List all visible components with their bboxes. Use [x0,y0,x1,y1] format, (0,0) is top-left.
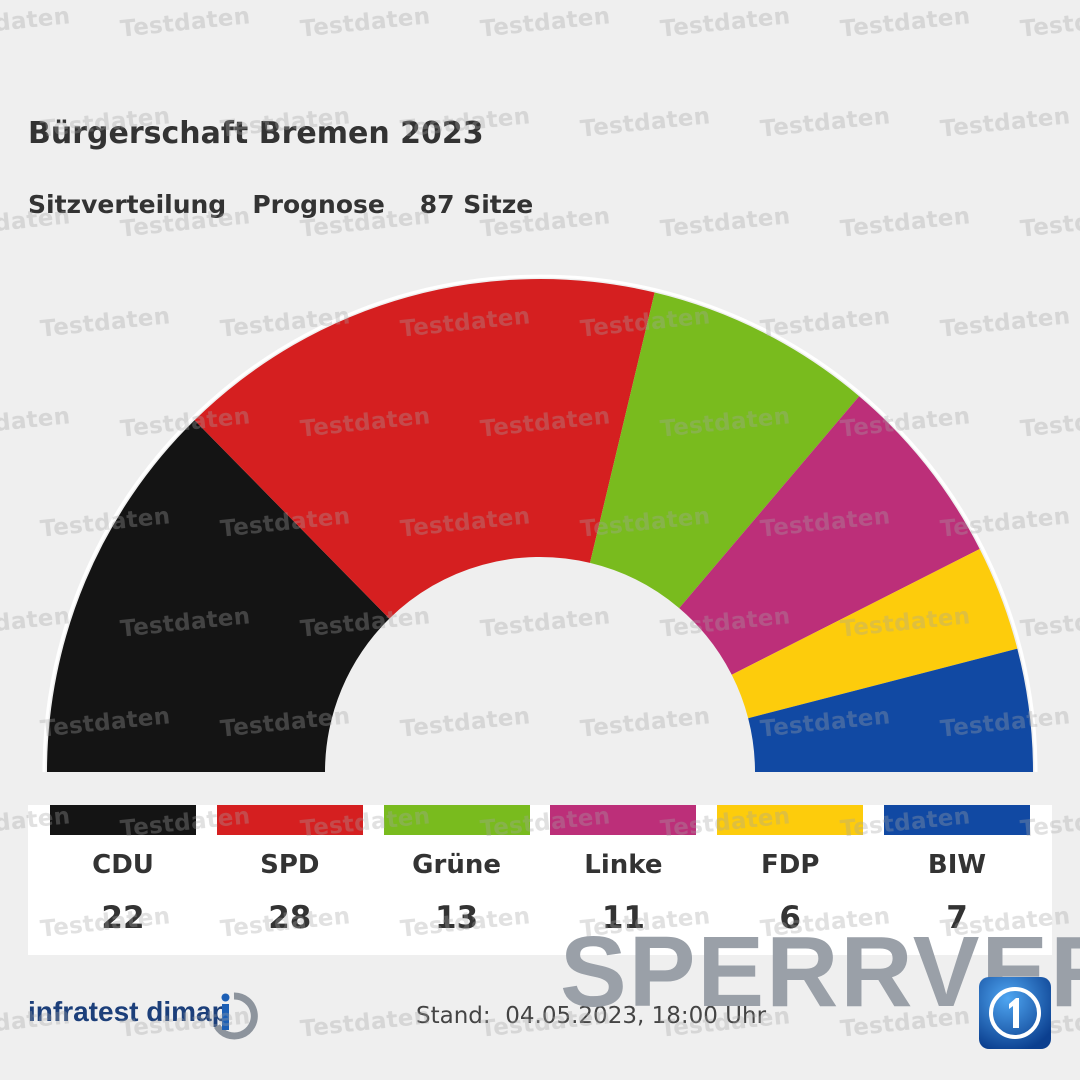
seat-arcs [42,274,1038,773]
chart-subtitle: Sitzverteilung Prognose 87 Sitze [28,190,533,219]
seat-arc-cdu [47,420,390,772]
subtitle-forecast: Prognose [252,190,385,219]
seat-arc-spd [194,279,655,619]
legend-item-grüne: Grüne 13 [383,805,530,936]
timestamp: Stand: 04.05.2023, 18:00 Uhr [416,1003,766,1029]
seat-distribution-chart [42,274,1038,773]
legend-swatch [884,805,1030,835]
legend-item-cdu: CDU 22 [50,805,196,936]
chart-title: Bürgerschaft Bremen 2023 [28,116,484,151]
infratest-dimap-logo-icon [213,992,258,1040]
legend-item-linke: Linke 11 [550,805,697,936]
seat-count: 22 [101,900,145,936]
seat-count: 6 [779,900,801,936]
seat-arc-grüne [590,292,860,609]
party-label: SPD [260,850,320,880]
party-label: BIW [927,850,987,880]
subtitle-seat-total: 87 Sitze [419,190,534,219]
stand-label: Stand: [416,1003,491,1029]
party-label: Linke [584,850,663,880]
legend-item-fdp: FDP 6 [717,805,864,936]
stand-value: 04.05.2023, 18:00 Uhr [505,1003,767,1029]
party-label: CDU [92,850,154,880]
legend-swatch [550,805,697,835]
legend-swatch [383,805,530,835]
seat-count: 28 [268,900,312,936]
seat-arc-biw [748,648,1033,772]
outer-rim [42,274,1038,773]
seat-arc-fdp [731,548,1018,719]
party-label: FDP [760,850,820,880]
das-erste-logo-icon [979,977,1051,1049]
source-logo-text: infratest dimap [28,996,229,1027]
legend-swatch [216,805,363,835]
seat-count: 13 [435,900,479,936]
watermark-text: Testdaten [298,1003,432,1043]
party-label: Grüne [412,850,501,880]
subtitle-distribution: Sitzverteilung [28,190,227,219]
legend-item-spd: SPD 28 [216,805,363,936]
legend-swatch [50,805,196,835]
party-legend: CDU 22 SPD 28 Grüne 13 Linke 11 FDP 6 BIW 7 [28,805,1052,955]
legend-swatch [717,805,864,835]
legend-item-biw: BIW 7 [884,805,1030,936]
seat-count: 7 [946,900,968,936]
seat-arc-linke [679,396,980,675]
seat-count: 11 [601,900,645,936]
